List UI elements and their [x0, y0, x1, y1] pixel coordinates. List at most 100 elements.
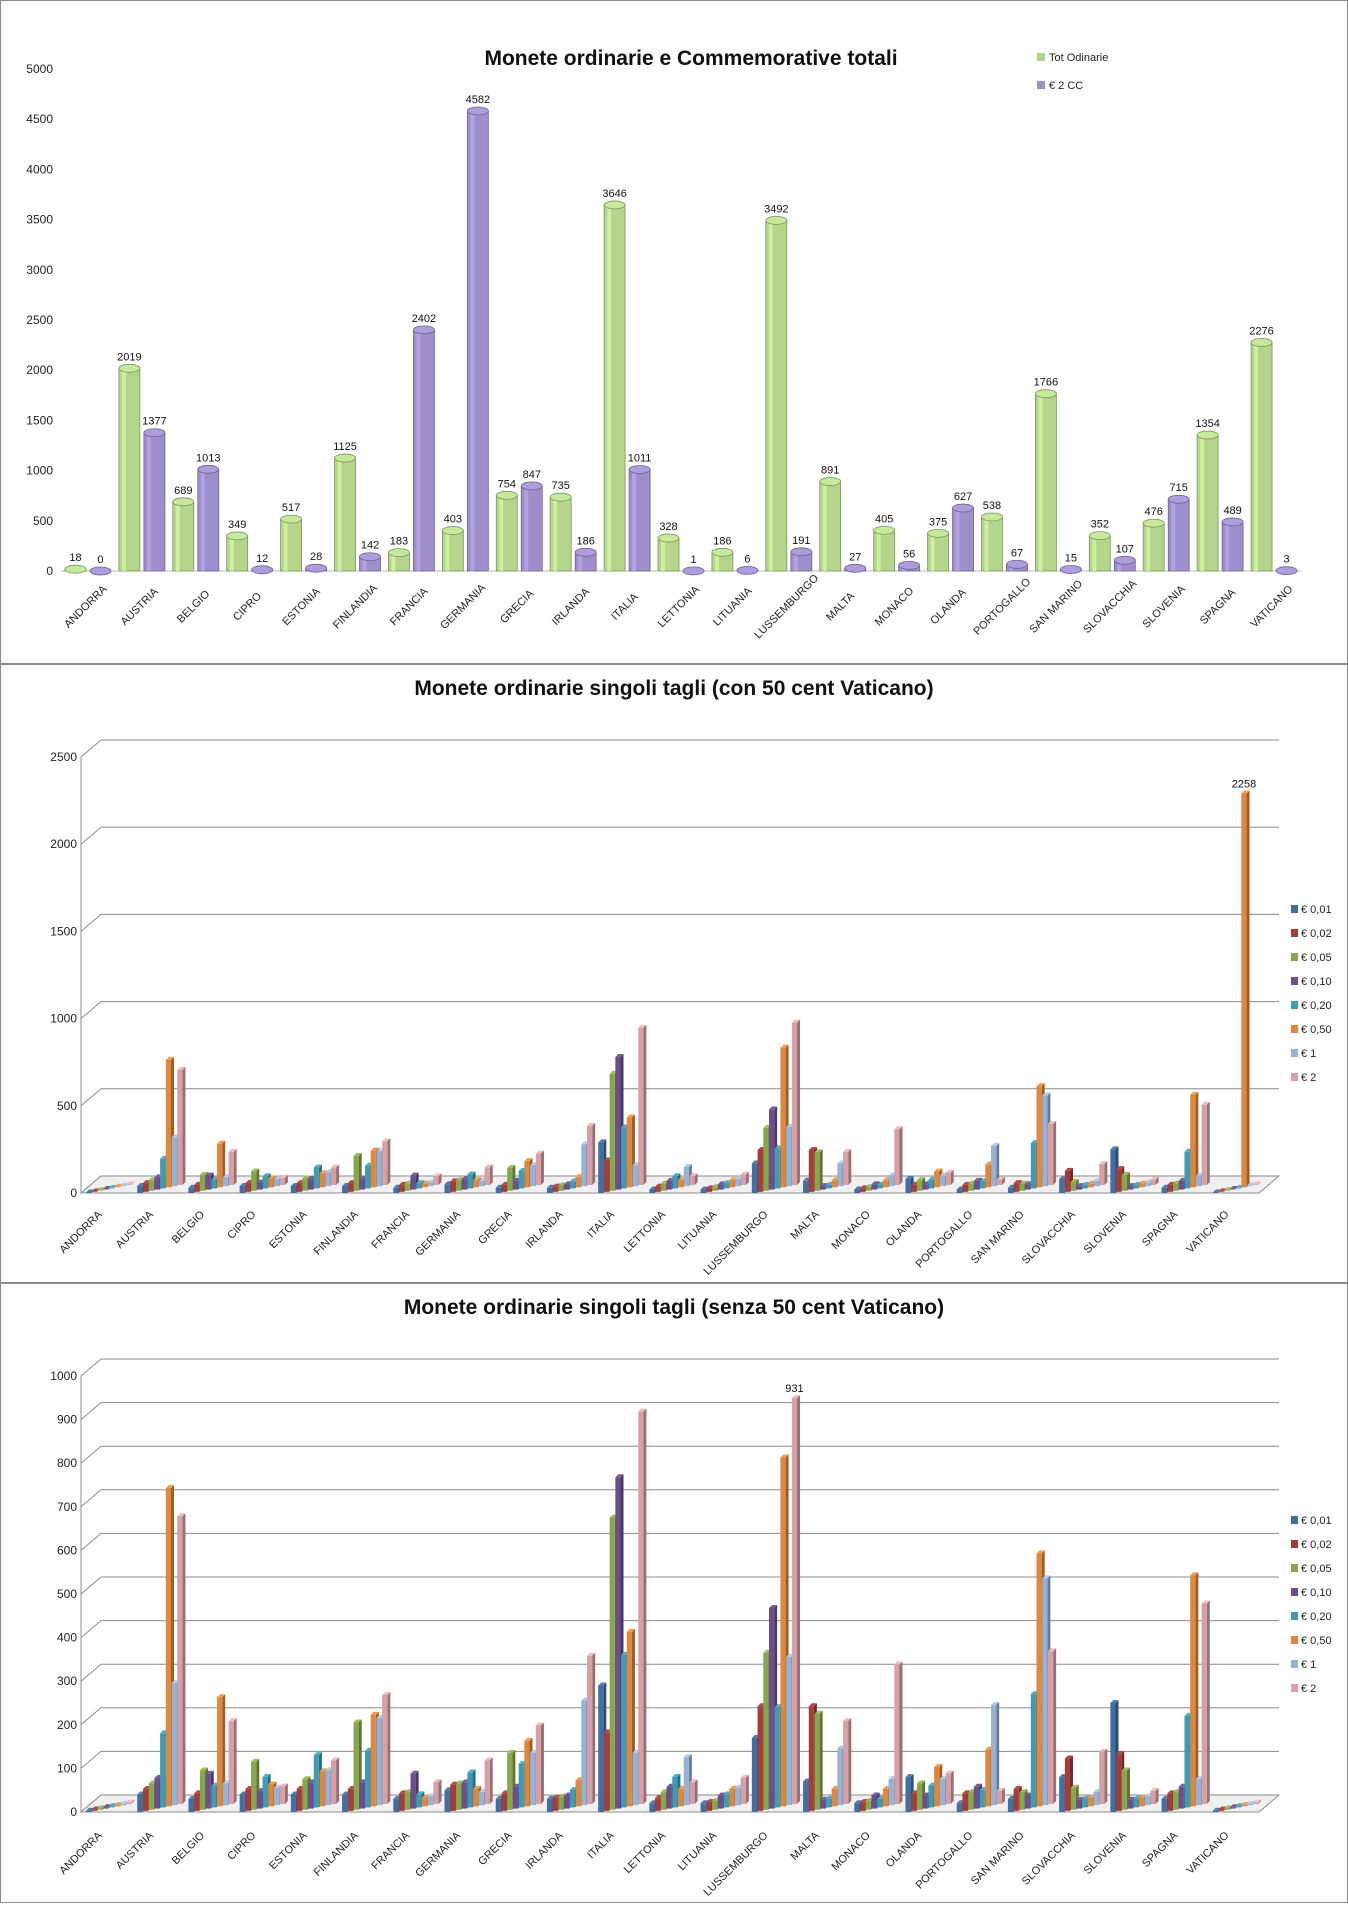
bar	[404, 1183, 410, 1191]
bar-side	[797, 1395, 801, 1804]
bar	[825, 1798, 832, 1808]
legend-swatch	[1291, 905, 1298, 913]
bar	[888, 1778, 894, 1806]
bar	[404, 1792, 410, 1810]
bar	[956, 1803, 962, 1812]
bar	[808, 1150, 814, 1192]
bar	[621, 1127, 627, 1189]
gridline	[80, 1088, 1279, 1107]
bar-side	[996, 1143, 1000, 1187]
x-tick-label: SLOVENIA	[1082, 1829, 1130, 1877]
y-tick-label: 1500	[26, 413, 53, 427]
bar-top	[587, 1652, 596, 1656]
bar	[1138, 1797, 1145, 1807]
bar-top	[558, 1793, 567, 1797]
bar	[1064, 1758, 1071, 1811]
bar	[774, 1148, 780, 1189]
y-tick-label: 500	[33, 514, 53, 528]
bar-top	[450, 1178, 459, 1182]
bar-top	[628, 465, 651, 474]
x-tick-label: SPAGNA	[1140, 1208, 1181, 1249]
bar	[587, 1125, 593, 1185]
y-tick-label: 4000	[26, 162, 53, 176]
bar-top	[273, 1784, 283, 1788]
y-tick-label: 900	[57, 1413, 77, 1427]
x-tick-label: GRECIA	[476, 1208, 515, 1247]
bar	[905, 1777, 911, 1812]
bar-top	[1133, 1181, 1142, 1185]
bar	[1224, 1808, 1230, 1810]
bar-top	[973, 1783, 983, 1787]
bar	[108, 1806, 115, 1808]
bar-side	[1258, 1799, 1261, 1804]
chart-title: Monete ordinarie singoli tagli (senza 50…	[404, 1296, 944, 1319]
chart-panel-denominations-without-vatican: Monete ordinarie singoli tagli (senza 50…	[0, 1283, 1348, 1903]
bar-top	[1150, 1787, 1159, 1791]
bar	[1161, 1187, 1167, 1193]
bar	[626, 1631, 632, 1807]
bar-top	[905, 1176, 914, 1180]
bar-top	[165, 1485, 174, 1489]
x-tick-label: CIPRO	[225, 1208, 258, 1241]
x-tick-label: VATICANO	[1184, 1829, 1231, 1876]
bar	[649, 1803, 655, 1812]
bar	[751, 1163, 757, 1193]
bar	[973, 1180, 980, 1190]
bar-top	[467, 1171, 476, 1175]
bar	[342, 1186, 348, 1193]
bar	[1070, 1181, 1076, 1191]
bar	[1013, 1789, 1019, 1811]
x-tick-label: MONACO	[830, 1829, 874, 1873]
bar-top	[1241, 1801, 1250, 1805]
x-tick-label: GERMANIA	[413, 1829, 463, 1879]
bar-top	[615, 1054, 624, 1058]
bar-highlight	[632, 469, 637, 571]
bar	[364, 1750, 371, 1808]
x-tick-label: PORTOGALLO	[971, 576, 1033, 638]
bar	[524, 1740, 530, 1807]
bar-top	[1036, 1083, 1045, 1087]
bar-top	[177, 1513, 186, 1517]
bar	[313, 1167, 319, 1189]
bar	[313, 1755, 319, 1808]
bar-highlight	[876, 530, 881, 571]
bar	[205, 1773, 211, 1809]
x-tick-label: MALTA	[824, 590, 858, 624]
bar-top	[1167, 494, 1190, 504]
bar	[780, 1047, 786, 1188]
bar-top	[672, 1173, 681, 1177]
bar	[165, 1059, 171, 1188]
bar	[1138, 1183, 1145, 1188]
x-tick-label: CIPRO	[231, 590, 264, 623]
bar-top	[262, 1773, 271, 1777]
bar-highlight	[391, 552, 396, 571]
data-label: 15	[1065, 552, 1077, 564]
bar-top	[740, 1171, 749, 1175]
bar-highlight	[768, 220, 773, 571]
bar	[956, 1189, 962, 1193]
bar	[142, 1183, 149, 1192]
bar-highlight	[1254, 342, 1259, 571]
bar-top	[388, 548, 410, 558]
bar	[359, 1179, 365, 1190]
bar	[911, 1184, 917, 1192]
x-tick-label: ESTONIA	[267, 1208, 310, 1251]
bar	[939, 1778, 945, 1806]
bar	[575, 1780, 581, 1807]
gridline	[80, 1001, 1279, 1019]
bar	[393, 1798, 399, 1812]
bar-top	[1167, 1790, 1176, 1794]
x-tick-label: AUSTRIA	[114, 1208, 157, 1251]
bar	[575, 1176, 581, 1188]
bar-top	[905, 1774, 914, 1778]
x-tick-label: IRLANDA	[550, 585, 593, 628]
bar	[564, 1184, 570, 1190]
bar-top	[399, 1181, 408, 1185]
x-tick-label: VATICANO	[1248, 583, 1295, 630]
bar-side	[592, 1122, 596, 1185]
bar-highlight	[1171, 499, 1176, 571]
bar	[962, 1184, 968, 1192]
bar-top	[382, 1138, 391, 1142]
bar	[142, 1789, 149, 1811]
bar-top	[996, 1176, 1005, 1180]
